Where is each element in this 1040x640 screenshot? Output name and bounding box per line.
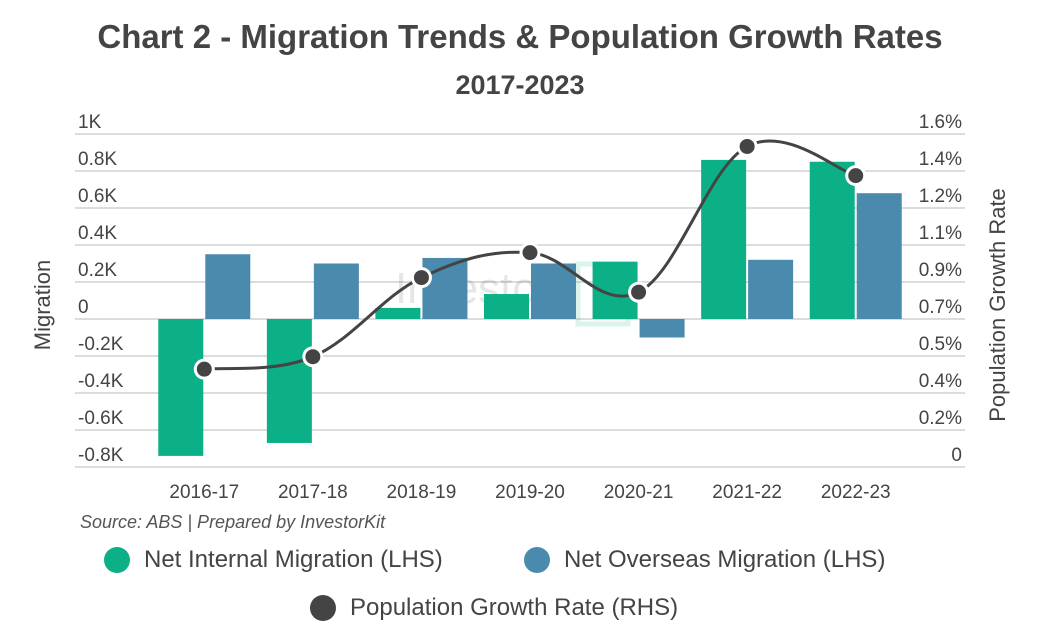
right-tick-label: 0.9%	[919, 260, 962, 281]
bar-overseas	[205, 254, 251, 319]
bar-internal	[484, 294, 529, 319]
chart-subtitle: 2017-2023	[455, 70, 585, 100]
bar-overseas	[748, 259, 794, 319]
left-tick-label: 0	[78, 297, 89, 318]
bar-internal	[809, 161, 855, 319]
left-tick-label: -0.4K	[78, 371, 124, 392]
legend-item-overseas[interactable]: Net Overseas Migration (LHS)	[524, 546, 885, 574]
right-tick-label: 1.2%	[919, 186, 962, 207]
bar-internal	[375, 307, 421, 319]
legend-label: Net Overseas Migration (LHS)	[564, 546, 886, 573]
growth-rate-point	[410, 267, 432, 289]
left-tick-label: -0.2K	[78, 334, 124, 355]
x-tick-label: 2020-21	[604, 482, 674, 503]
growth-rate-point	[736, 135, 758, 157]
growth-rate-point	[193, 358, 215, 380]
growth-rate-point	[519, 242, 541, 264]
left-tick-label: -0.8K	[78, 445, 124, 466]
x-tick-label: 2021-22	[712, 482, 782, 503]
legend-swatch	[310, 595, 336, 621]
legend-swatch	[104, 547, 130, 573]
right-tick-label: 0	[951, 445, 962, 466]
left-tick-label: 0.6K	[78, 186, 117, 207]
right-tick-label: 1.4%	[919, 149, 962, 170]
bar-overseas	[856, 193, 902, 319]
x-tick-label: 2018-19	[387, 482, 457, 503]
legend-item-internal[interactable]: Net Internal Migration (LHS)	[104, 546, 443, 574]
right-tick-label: 0.4%	[919, 371, 962, 392]
legend-label: Net Internal Migration (LHS)	[144, 546, 443, 573]
left-tick-label: 0.8K	[78, 149, 117, 170]
bar-overseas	[313, 263, 359, 319]
bar-internal	[701, 159, 747, 319]
right-tick-label: 1.6%	[919, 112, 962, 133]
x-tick-label: 2016-17	[169, 482, 239, 503]
source-note: Source: ABS | Prepared by InvestorKit	[80, 512, 386, 532]
bar-overseas	[639, 319, 685, 338]
growth-rate-point	[845, 165, 867, 187]
left-axis-title: Migration	[30, 260, 55, 350]
left-tick-label: 1K	[78, 112, 102, 133]
growth-rate-point	[302, 346, 324, 368]
bar-internal	[266, 319, 312, 443]
bar-overseas	[531, 263, 576, 319]
bar-internal	[158, 319, 204, 456]
legend-swatch	[524, 547, 550, 573]
left-tick-label: 0.2K	[78, 260, 117, 281]
x-tick-label: 2017-18	[278, 482, 348, 503]
left-tick-label: 0.4K	[78, 223, 117, 244]
growth-rate-point	[628, 281, 650, 303]
legend-item-growth[interactable]: Population Growth Rate (RHS)	[310, 594, 678, 622]
right-tick-label: 0.5%	[919, 334, 962, 355]
x-tick-label: 2019-20	[495, 482, 565, 503]
chart-title: Chart 2 - Migration Trends & Population …	[97, 18, 943, 55]
right-tick-label: 0.7%	[919, 297, 962, 318]
right-axis-title: Population Growth Rate	[985, 188, 1010, 422]
left-tick-label: -0.6K	[78, 408, 124, 429]
right-tick-label: 1.1%	[919, 223, 962, 244]
right-tick-label: 0.2%	[919, 408, 962, 429]
legend-label: Population Growth Rate (RHS)	[350, 594, 679, 621]
x-tick-label: 2022-23	[821, 482, 891, 503]
